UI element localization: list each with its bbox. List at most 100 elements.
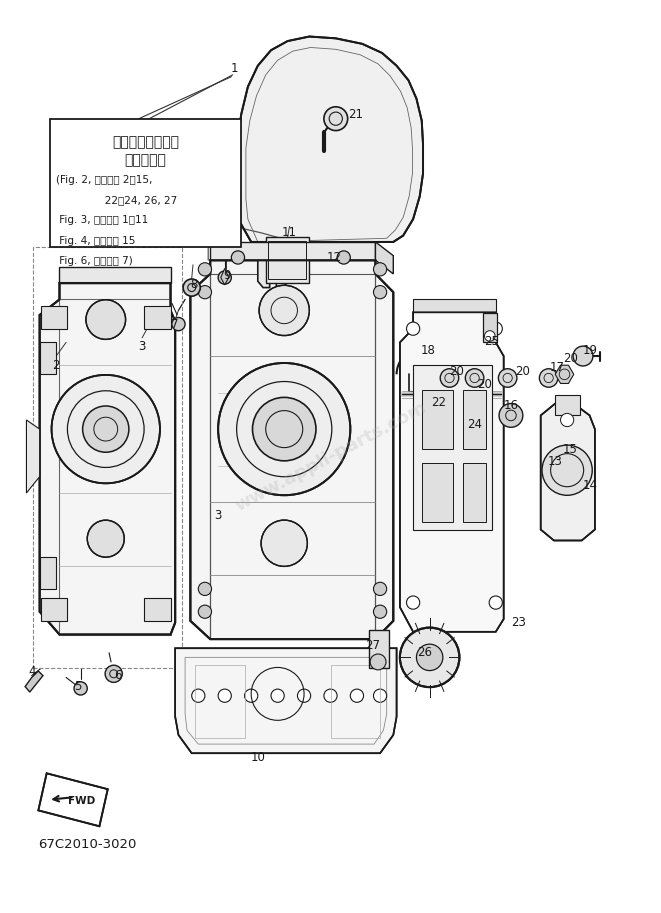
Bar bbox=[413, 365, 492, 530]
Circle shape bbox=[86, 299, 126, 340]
Circle shape bbox=[105, 666, 122, 682]
Circle shape bbox=[198, 582, 212, 595]
Polygon shape bbox=[40, 283, 175, 635]
Circle shape bbox=[498, 369, 517, 387]
Text: Fig. 6, 見出番号 7): Fig. 6, 見出番号 7) bbox=[56, 256, 133, 266]
Circle shape bbox=[499, 404, 523, 427]
Circle shape bbox=[489, 596, 502, 609]
Circle shape bbox=[373, 263, 387, 276]
Text: 20: 20 bbox=[563, 352, 578, 365]
Text: 18: 18 bbox=[421, 344, 436, 357]
Text: 20: 20 bbox=[477, 378, 492, 391]
Circle shape bbox=[192, 689, 205, 702]
Circle shape bbox=[172, 318, 185, 331]
Circle shape bbox=[198, 263, 212, 276]
Text: FWD: FWD bbox=[67, 796, 95, 806]
Bar bbox=[555, 395, 580, 415]
Circle shape bbox=[485, 331, 495, 341]
Polygon shape bbox=[38, 773, 108, 826]
Text: 20: 20 bbox=[449, 365, 463, 378]
Text: www.appli-parts.com: www.appli-parts.com bbox=[231, 398, 430, 515]
Polygon shape bbox=[175, 648, 397, 753]
Circle shape bbox=[400, 627, 459, 687]
Polygon shape bbox=[541, 404, 595, 540]
Bar bbox=[483, 313, 497, 342]
Text: 25: 25 bbox=[484, 335, 498, 348]
Bar bbox=[422, 390, 453, 449]
Circle shape bbox=[198, 605, 212, 618]
Polygon shape bbox=[210, 242, 375, 260]
Circle shape bbox=[253, 397, 316, 461]
Text: 11: 11 bbox=[282, 226, 297, 239]
Circle shape bbox=[373, 286, 387, 299]
Text: 14: 14 bbox=[583, 479, 598, 492]
Circle shape bbox=[218, 689, 231, 702]
Circle shape bbox=[261, 520, 307, 566]
Bar bbox=[41, 306, 67, 329]
Circle shape bbox=[324, 689, 337, 702]
Bar bbox=[463, 390, 486, 449]
Text: 10: 10 bbox=[251, 751, 265, 764]
Circle shape bbox=[539, 369, 558, 387]
Text: 3: 3 bbox=[138, 341, 146, 353]
Text: 3: 3 bbox=[214, 509, 222, 522]
Text: アセンブリ: アセンブリ bbox=[124, 153, 167, 167]
Text: 22～24, 26, 27: 22～24, 26, 27 bbox=[56, 195, 177, 205]
Bar bbox=[195, 665, 245, 738]
Polygon shape bbox=[375, 242, 393, 274]
Text: Fig. 4, 見出番号 15: Fig. 4, 見出番号 15 bbox=[56, 236, 136, 246]
Text: 67C2010-3020: 67C2010-3020 bbox=[38, 838, 137, 851]
Circle shape bbox=[489, 322, 502, 335]
Text: 4: 4 bbox=[28, 665, 36, 677]
Polygon shape bbox=[26, 420, 40, 493]
Circle shape bbox=[465, 369, 484, 387]
Text: Fig. 3, 見出番号 1～11: Fig. 3, 見出番号 1～11 bbox=[56, 215, 149, 226]
Circle shape bbox=[83, 406, 129, 452]
Circle shape bbox=[337, 251, 350, 264]
Bar bbox=[33, 247, 182, 668]
Bar bbox=[144, 598, 171, 621]
Text: 17: 17 bbox=[550, 361, 564, 373]
Circle shape bbox=[373, 582, 387, 595]
Circle shape bbox=[373, 605, 387, 618]
Polygon shape bbox=[400, 312, 504, 632]
Text: 16: 16 bbox=[504, 399, 518, 412]
Text: 27: 27 bbox=[365, 639, 379, 652]
Circle shape bbox=[561, 414, 574, 426]
Circle shape bbox=[407, 596, 420, 609]
Circle shape bbox=[373, 689, 387, 702]
Bar bbox=[41, 598, 67, 621]
Circle shape bbox=[573, 346, 593, 366]
Text: 12: 12 bbox=[327, 251, 341, 264]
Text: 5: 5 bbox=[74, 680, 82, 693]
Circle shape bbox=[218, 271, 231, 284]
Polygon shape bbox=[555, 365, 574, 383]
Bar bbox=[268, 241, 306, 279]
Circle shape bbox=[370, 654, 386, 670]
Circle shape bbox=[350, 689, 364, 702]
Text: 22: 22 bbox=[431, 396, 446, 409]
Polygon shape bbox=[190, 260, 393, 639]
Circle shape bbox=[183, 279, 200, 296]
Bar bbox=[144, 306, 171, 329]
Bar bbox=[266, 237, 309, 283]
Text: 15: 15 bbox=[563, 443, 577, 456]
Bar bbox=[369, 630, 389, 668]
Text: 7: 7 bbox=[171, 318, 179, 331]
Bar bbox=[40, 557, 56, 589]
Circle shape bbox=[198, 286, 212, 299]
Text: 6: 6 bbox=[114, 669, 122, 682]
Circle shape bbox=[271, 689, 284, 702]
Circle shape bbox=[231, 251, 245, 264]
Text: 23: 23 bbox=[512, 616, 526, 629]
Circle shape bbox=[407, 322, 420, 335]
Text: 21: 21 bbox=[348, 108, 363, 121]
Text: 19: 19 bbox=[583, 344, 598, 357]
Text: 9: 9 bbox=[223, 269, 231, 282]
Text: 2: 2 bbox=[52, 359, 60, 372]
Circle shape bbox=[259, 285, 309, 336]
Circle shape bbox=[74, 682, 87, 695]
Circle shape bbox=[245, 689, 258, 702]
Text: 1: 1 bbox=[231, 62, 239, 75]
Polygon shape bbox=[221, 268, 229, 285]
